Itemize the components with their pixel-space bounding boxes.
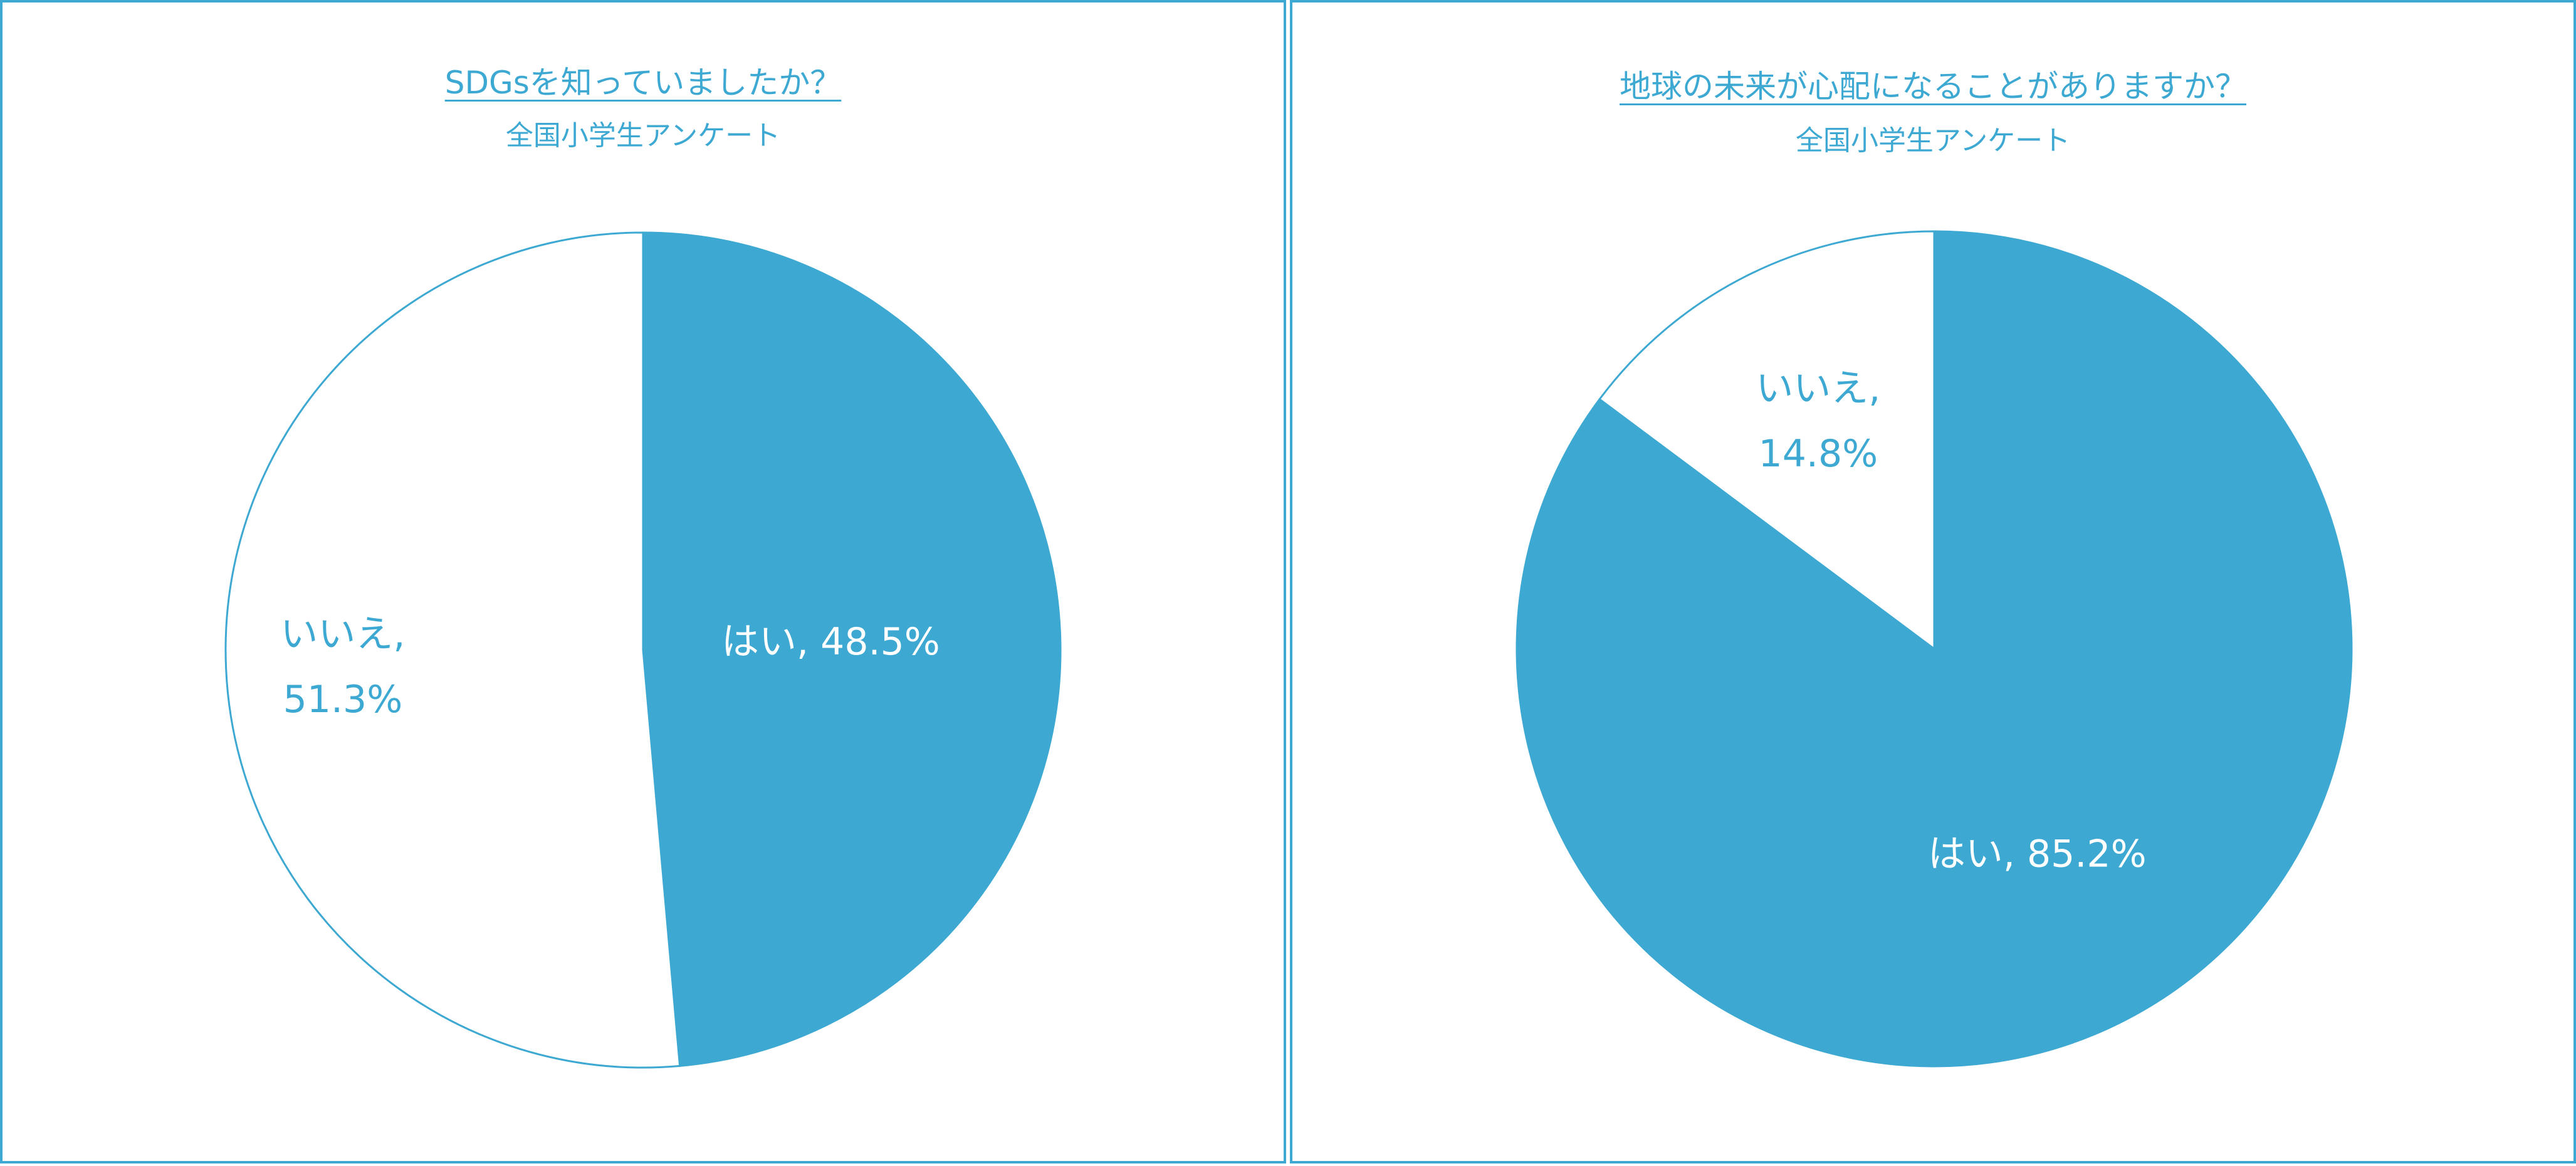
pie-chart-sdgs: はい, 48.5% いいえ, 51.3% bbox=[224, 231, 1062, 1069]
pie-label-yes: はい, 48.5% bbox=[721, 620, 940, 664]
pie-label-yes: はい, 85.2% bbox=[1928, 832, 2147, 876]
pie-label-no: いいえ, 51.3% bbox=[280, 612, 405, 722]
chart-subtitle: 全国小学生アンケート bbox=[505, 120, 781, 152]
chart-panel-future: 地球の未来が心配になることがありますか？ 全国小学生アンケート はい, 85.2… bbox=[1290, 0, 2576, 1163]
pie-slice-yes bbox=[642, 231, 1062, 1068]
pie-slice-no bbox=[1598, 230, 1935, 651]
pie-slice-no bbox=[224, 231, 681, 1069]
pie-label-no: いいえ, 14.8% bbox=[1756, 367, 1880, 476]
chart-title: SDGsを知っていましたか？ bbox=[444, 65, 842, 101]
chart-subtitle: 全国小学生アンケート bbox=[1795, 125, 2071, 157]
pie-chart-future: はい, 85.2% いいえ, 14.8% bbox=[1516, 230, 2353, 1068]
pie-slice-yes bbox=[1516, 230, 2353, 1068]
chart-panel-sdgs: SDGsを知っていましたか？ 全国小学生アンケート はい, 48.5% いいえ, 5… bbox=[0, 0, 1286, 1163]
chart-title: 地球の未来が心配になることがありますか？ bbox=[1620, 68, 2246, 105]
